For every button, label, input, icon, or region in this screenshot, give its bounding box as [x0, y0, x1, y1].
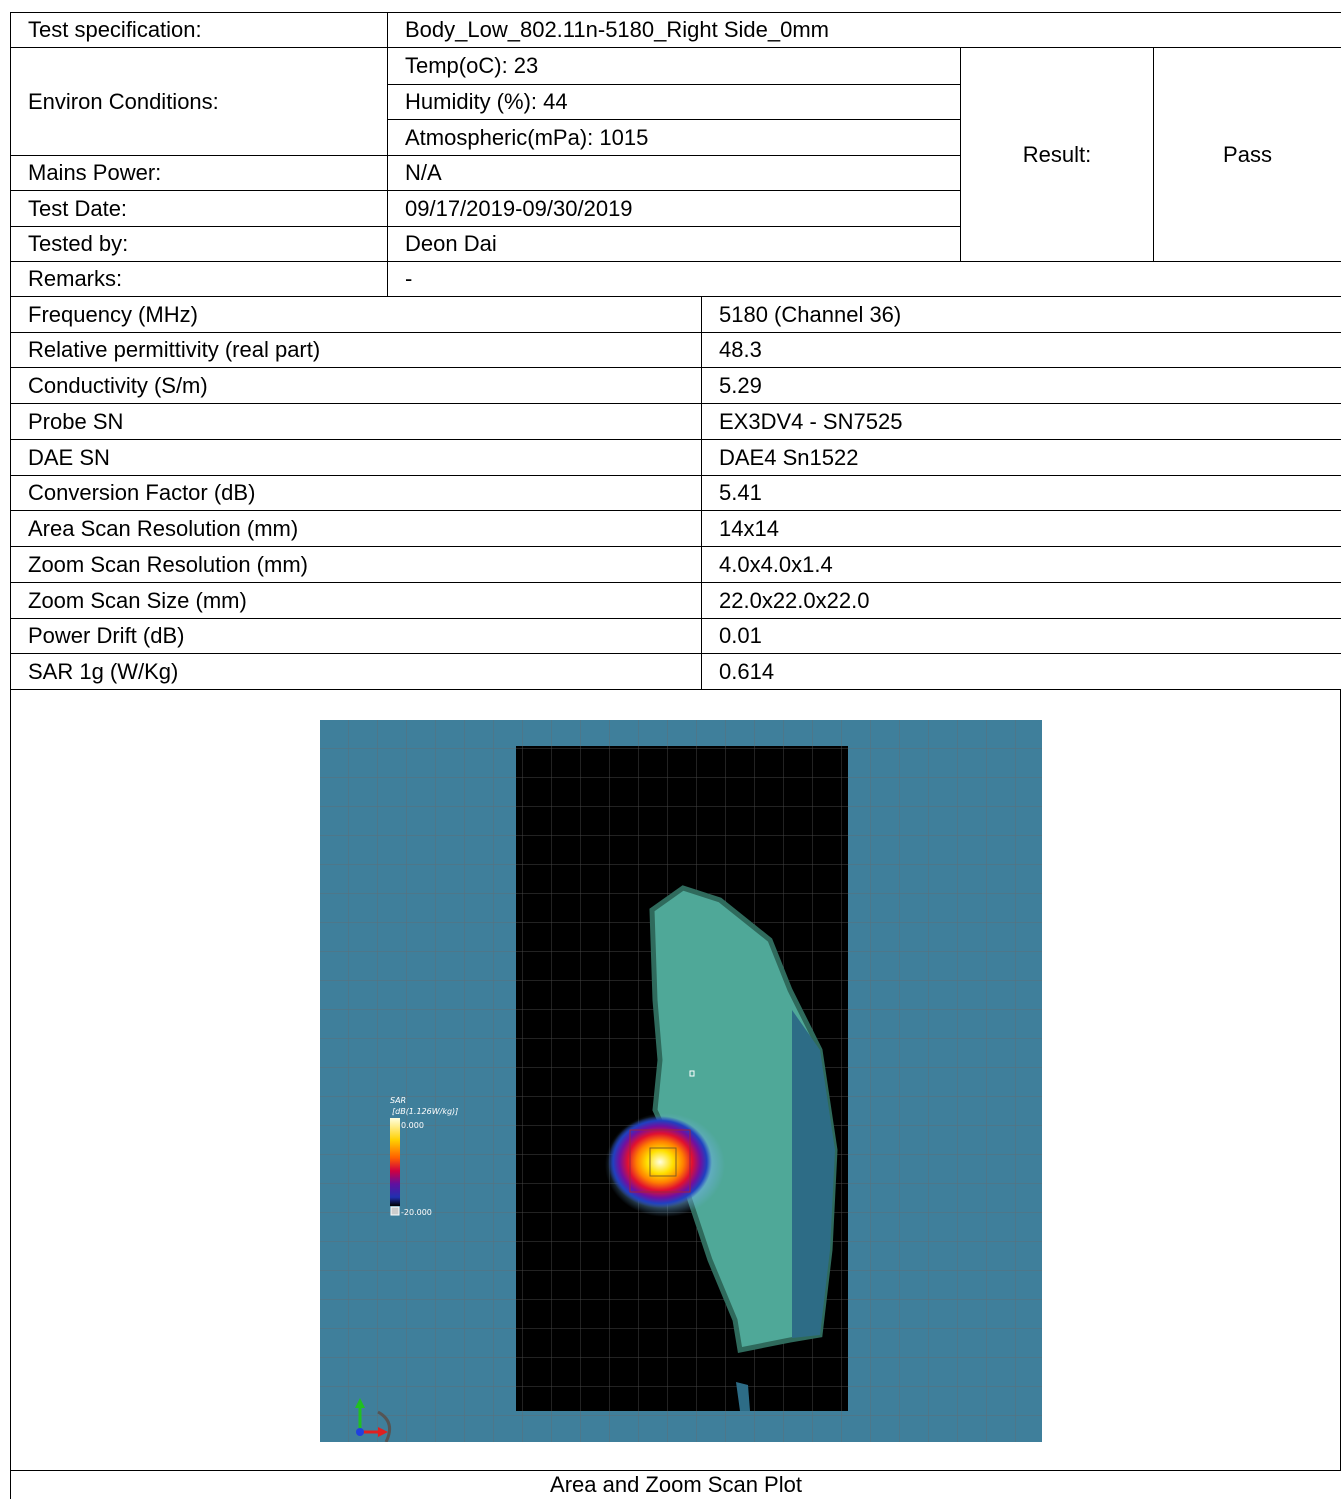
value-cell: 0.01 — [701, 618, 1341, 654]
label-cell: SAR 1g (W/Kg) — [10, 653, 702, 690]
value-cell: N/A — [387, 155, 961, 191]
label-cell: Environ Conditions: — [10, 47, 388, 156]
value-cell: DAE4 Sn1522 — [701, 439, 1341, 476]
label-cell: Test specification: — [10, 12, 388, 48]
scan-plot: SAR [dB(1.126W/kg)] 0.000 -20.000 — [320, 720, 1042, 1442]
label-cell: Test Date: — [10, 190, 388, 227]
legend-unit: [dB(1.126W/kg)] — [392, 1107, 458, 1116]
value-cell: Humidity (%): 44 — [387, 84, 961, 120]
value-cell: 09/17/2019-09/30/2019 — [387, 190, 961, 227]
label-cell: Conductivity (S/m) — [10, 367, 702, 404]
value-cell: 5180 (Channel 36) — [701, 296, 1341, 333]
label-cell: Mains Power: — [10, 155, 388, 191]
legend-min: -20.000 — [401, 1208, 432, 1217]
value-cell: 14x14 — [701, 510, 1341, 547]
value-cell: 48.3 — [701, 332, 1341, 368]
value-cell: - — [387, 261, 1341, 297]
device-outline — [649, 885, 838, 1353]
value-cell: EX3DV4 - SN7525 — [701, 403, 1341, 440]
label-cell: Power Drift (dB) — [10, 618, 702, 654]
value-cell: Atmospheric(mPa): 1015 — [387, 119, 961, 156]
sar-hotspot — [608, 1116, 712, 1208]
axes-icon — [355, 1398, 392, 1442]
device-edge — [736, 1382, 750, 1411]
value-cell: 5.41 — [701, 475, 1341, 511]
label-cell: Zoom Scan Size (mm) — [10, 582, 702, 619]
value-cell: 5.29 — [701, 367, 1341, 404]
device-side — [792, 1010, 835, 1338]
value-cell: 4.0x4.0x1.4 — [701, 546, 1341, 583]
label-cell: Probe SN — [10, 403, 702, 440]
value-cell: 0.614 — [701, 653, 1341, 690]
label-cell: Tested by: — [10, 226, 388, 262]
label-cell: Area Scan Resolution (mm) — [10, 510, 702, 547]
value-cell: 22.0x22.0x22.0 — [701, 582, 1341, 619]
label-cell: Remarks: — [10, 261, 388, 297]
label-cell: Frequency (MHz) — [10, 296, 702, 333]
marker — [689, 1070, 695, 1077]
label-cell: DAE SN — [10, 439, 702, 476]
label-cell: Result: — [960, 47, 1154, 262]
zoom-core — [649, 1147, 677, 1177]
legend-title: SAR — [390, 1096, 406, 1105]
value-cell: Deon Dai — [387, 226, 961, 262]
value-cell: Body_Low_802.11n-5180_Right Side_0mm — [387, 12, 1341, 48]
zoom-box — [629, 1129, 691, 1193]
value-cell: Pass — [1153, 47, 1341, 262]
value-cell: Temp(oC): 23 — [387, 47, 961, 85]
label-cell: Conversion Factor (dB) — [10, 475, 702, 511]
label-cell: Zoom Scan Resolution (mm) — [10, 546, 702, 583]
legend-bar — [390, 1118, 400, 1206]
caption: Area and Zoom Scan Plot — [10, 1470, 1341, 1499]
label-cell: Relative permittivity (real part) — [10, 332, 702, 368]
legend-swatch — [390, 1206, 400, 1216]
legend-max: 0.000 — [401, 1121, 424, 1130]
